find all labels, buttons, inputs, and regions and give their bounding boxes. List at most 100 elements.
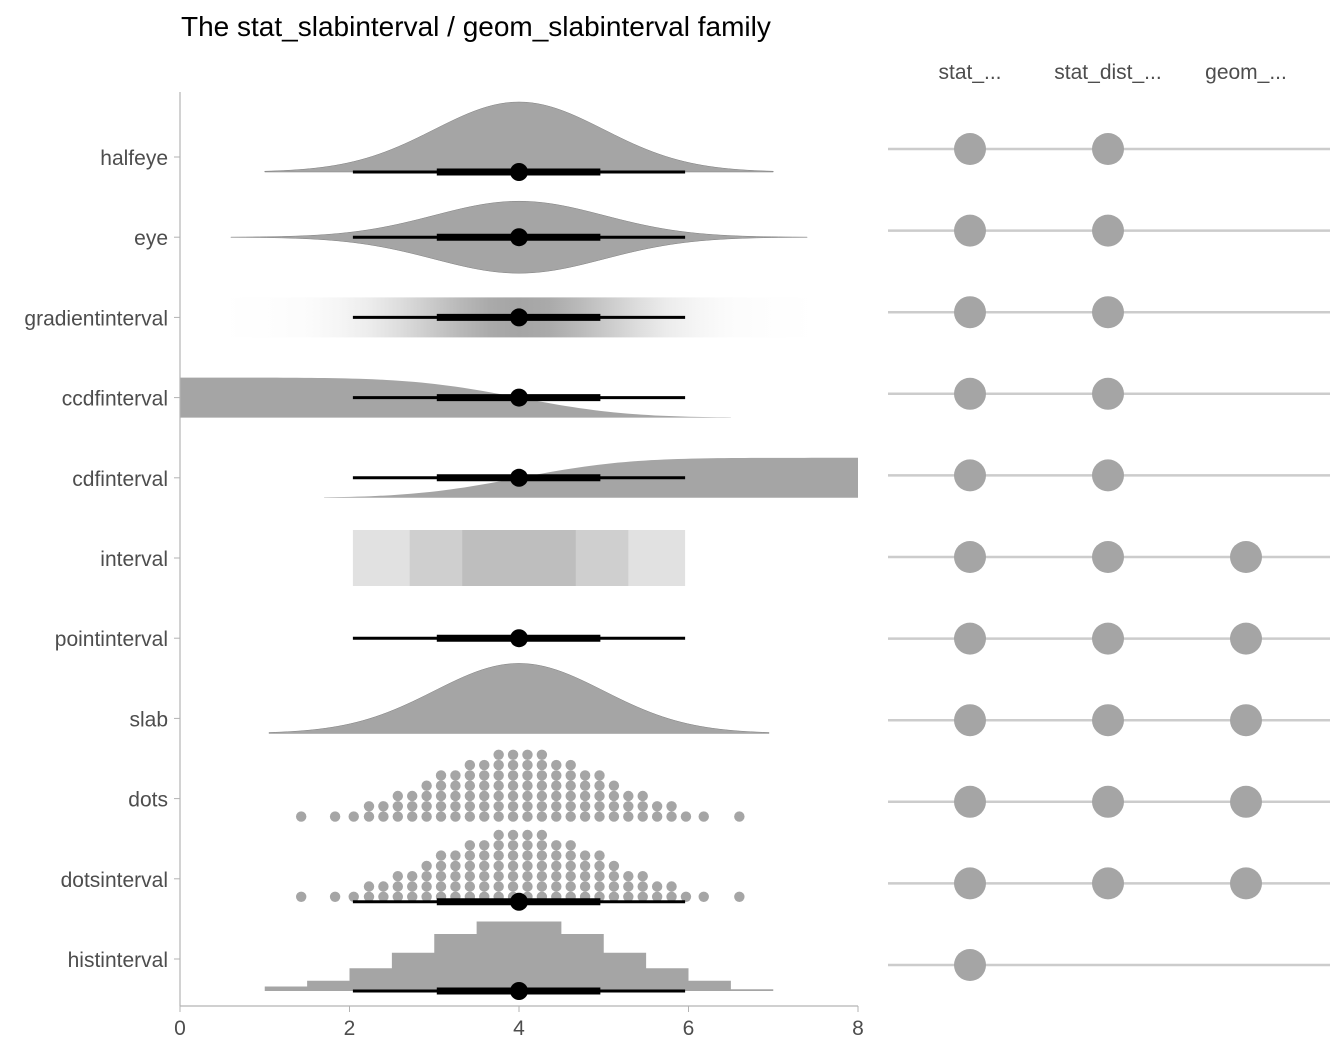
dots-dot <box>565 801 576 812</box>
dotsinterval-dot <box>522 840 533 851</box>
dots-dot <box>522 749 533 760</box>
dotsinterval-dot <box>565 850 576 861</box>
dotsinterval-dot <box>565 881 576 892</box>
row-dotsinterval: dotsinterval <box>61 829 745 902</box>
dotsinterval-dot <box>637 881 648 892</box>
availability-dot <box>954 622 986 655</box>
dots-dot <box>551 790 562 802</box>
dotsinterval-dot <box>698 891 709 902</box>
dotsinterval-dot <box>435 871 447 882</box>
dotsinterval-dot <box>363 881 375 892</box>
dotsinterval-dot <box>493 860 504 872</box>
dots-dot <box>594 801 605 812</box>
dots-dot <box>493 749 504 760</box>
availability-dot <box>954 133 986 165</box>
dotsinterval-dot <box>734 891 745 902</box>
dotsinterval-dot <box>651 891 663 902</box>
x-tick-label: 4 <box>513 1017 525 1040</box>
dots-dot <box>507 780 519 791</box>
dots-dot <box>608 801 620 812</box>
dots-dot <box>464 759 476 771</box>
y-tick-label-gradientinterval: gradientinterval <box>24 307 168 330</box>
dotsinterval-dot <box>450 850 461 861</box>
dots-dot <box>522 801 533 812</box>
dotsinterval-dot <box>464 860 476 872</box>
dots-dot <box>464 770 476 781</box>
dots-dot <box>594 780 605 791</box>
dotsinterval-dot <box>522 881 533 892</box>
availability-dot <box>954 541 986 573</box>
dots-dot <box>666 801 677 812</box>
ccdfinterval-pointinterval <box>352 388 686 407</box>
dotsinterval-dot <box>348 891 359 902</box>
dots-dot <box>363 811 375 822</box>
availability-row-pointinterval <box>888 622 1330 655</box>
dotsinterval-dot <box>479 871 490 882</box>
dotsinterval-dot <box>579 850 591 861</box>
dots-dot <box>507 801 519 812</box>
dotsinterval-dot <box>608 860 620 872</box>
dots-dot <box>536 770 548 781</box>
availability-dot <box>1092 459 1124 492</box>
dots-dot <box>536 759 548 771</box>
availability-row-histinterval <box>888 949 1330 981</box>
dots-dot <box>493 770 504 781</box>
distribution-panel: halfeye eye gradientinterval ccdfinterval cd… <box>24 92 864 1040</box>
dots-dot <box>450 790 461 802</box>
y-tick-label-eye: eye <box>134 227 168 250</box>
dots-dot <box>579 811 591 822</box>
availability-dot <box>954 867 986 900</box>
dotsinterval-dot <box>666 891 677 902</box>
dots-dot <box>479 811 490 822</box>
availability-row-gradientinterval <box>888 296 1330 329</box>
dots-dot <box>493 759 504 771</box>
dots-dot <box>392 811 404 822</box>
dotsinterval-dot <box>507 881 519 892</box>
dotsinterval-dot <box>392 871 404 882</box>
gradientinterval-pointinterval <box>352 308 686 327</box>
dotsinterval-dot <box>464 881 476 892</box>
availability-dot <box>954 949 986 981</box>
dots-dot <box>507 811 519 822</box>
dotsinterval-dot <box>392 891 404 902</box>
availability-dot <box>1092 704 1124 737</box>
dotsinterval-dot <box>479 840 490 851</box>
row-pointinterval: pointinterval <box>55 628 180 651</box>
dotsinterval-dot <box>507 850 519 861</box>
dotsinterval-dot <box>421 891 432 902</box>
dotsinterval-dot <box>392 881 404 892</box>
dots-dot <box>680 811 692 822</box>
dots-dot <box>435 801 447 812</box>
dots-dot <box>392 790 404 802</box>
dotsinterval-dot <box>363 891 375 902</box>
dotsinterval-dot <box>407 871 418 882</box>
dots-dot <box>464 780 476 791</box>
y-tick-label-pointinterval: pointinterval <box>55 628 168 651</box>
dotsinterval-dot <box>565 860 576 872</box>
availability-dot <box>1092 867 1124 900</box>
dotsinterval-dot <box>435 850 447 861</box>
availability-dot <box>1092 785 1124 818</box>
dots-dot <box>666 811 677 822</box>
dotsinterval-dot <box>680 891 692 902</box>
dotsinterval-dot <box>594 850 605 861</box>
dotsinterval-dot <box>579 881 591 892</box>
dots-dot <box>579 770 591 781</box>
dots-dot <box>464 801 476 812</box>
dotsinterval-dot <box>493 840 504 851</box>
dots-dot <box>594 790 605 802</box>
dots-dot <box>493 801 504 812</box>
dots-dot <box>551 770 562 781</box>
dotsinterval-dot <box>579 871 591 882</box>
cdfinterval-pointinterval <box>352 468 686 487</box>
dotsinterval-dot <box>435 860 447 872</box>
availability-row-eye <box>888 214 1330 247</box>
dots-dot <box>651 811 663 822</box>
dotsinterval-dot <box>522 829 533 841</box>
dots-dot <box>507 770 519 781</box>
column-header-2: stat_dist_... <box>1054 61 1161 84</box>
dots-dot <box>421 801 432 812</box>
dots-dot <box>435 780 447 791</box>
eye-pointinterval <box>352 228 686 247</box>
dotsinterval-dot <box>479 860 490 872</box>
